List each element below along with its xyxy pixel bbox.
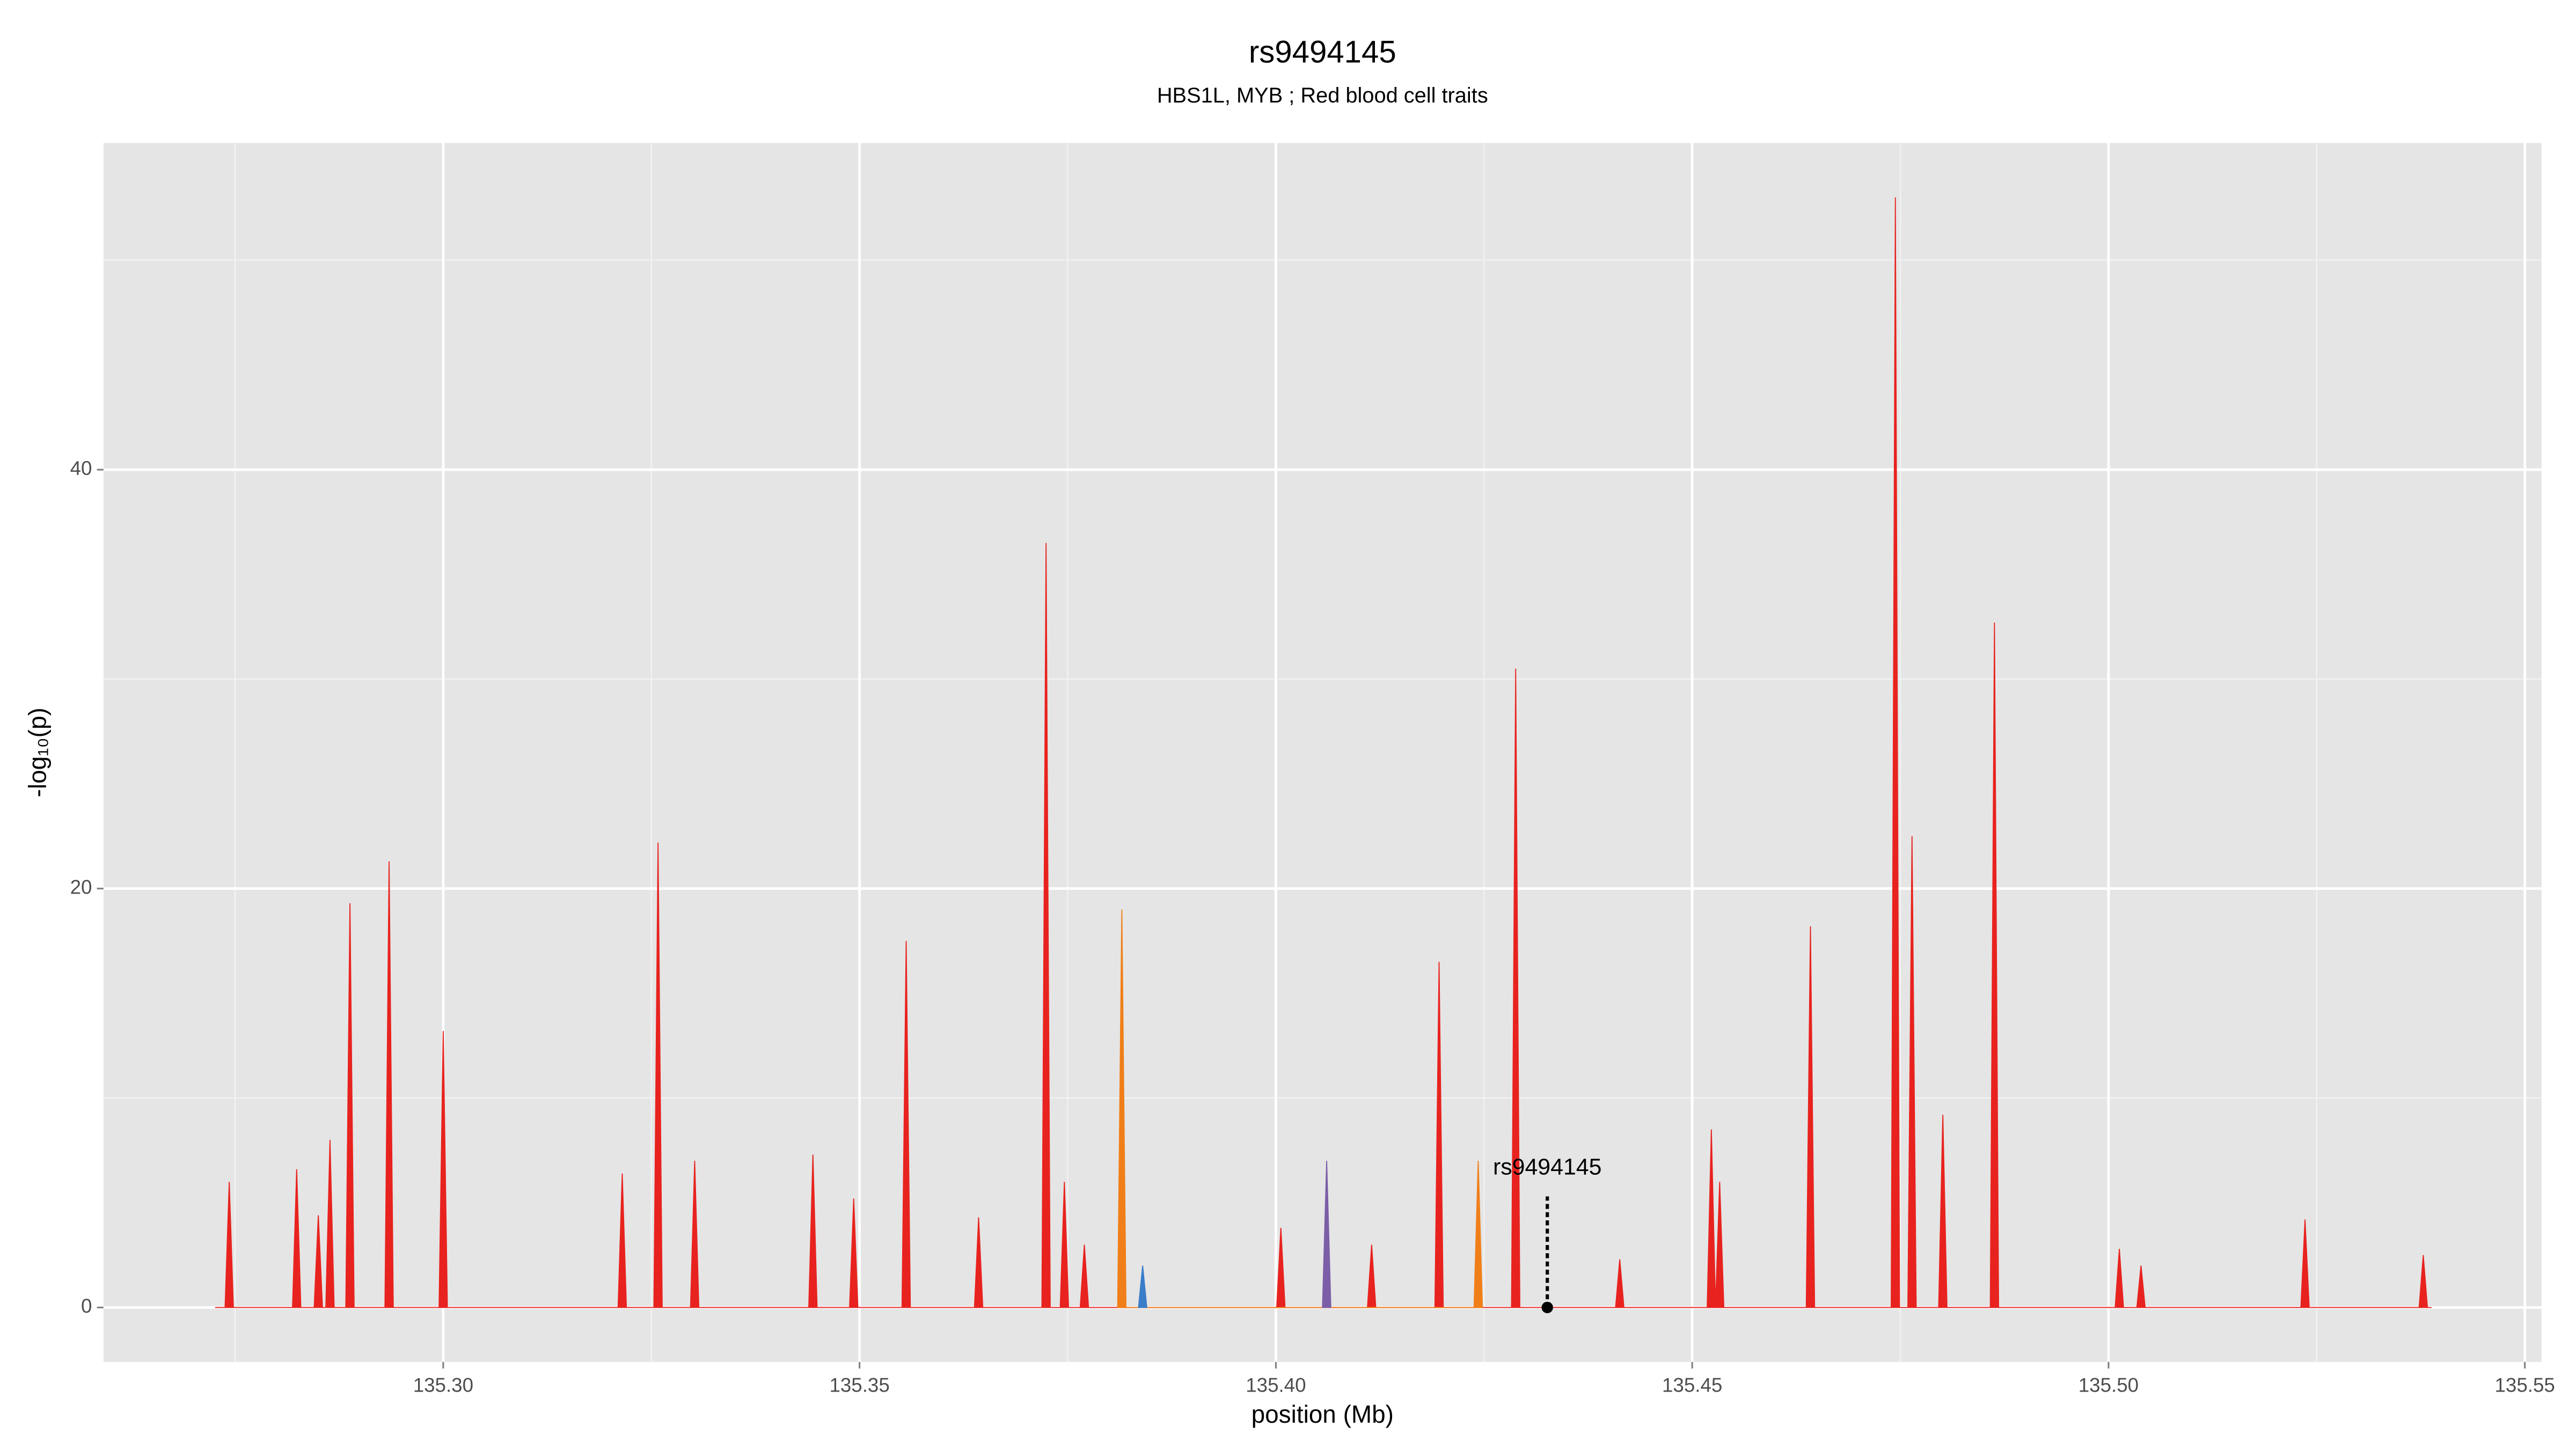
x-tick-label: 135.30 [413,1374,473,1396]
x-axis-title: position (Mb) [1252,1400,1394,1428]
x-tick-label: 135.35 [829,1374,889,1396]
annotation-label: rs9494145 [1493,1154,1601,1180]
area-series [215,197,2432,1308]
area-series [1138,1265,1147,1308]
chart-title: rs9494145 [1249,34,1396,69]
x-tick-label: 135.50 [2079,1374,2139,1396]
chart-subtitle: HBS1L, MYB ; Red blood cell traits [1157,84,1488,107]
area-series [1117,909,1483,1308]
x-tick-label: 135.45 [1662,1374,1722,1396]
panel [103,143,2542,1362]
y-tick-label: 40 [70,457,92,479]
area-series [1322,1161,1331,1308]
y-tick-label: 20 [70,876,92,898]
y-tick-label: 0 [81,1295,92,1317]
y-axis-title: -log₁₀(p) [24,707,52,797]
annotation-point [1541,1301,1553,1313]
x-tick-label: 135.40 [1246,1374,1306,1396]
x-tick-label: 135.55 [2495,1374,2555,1396]
